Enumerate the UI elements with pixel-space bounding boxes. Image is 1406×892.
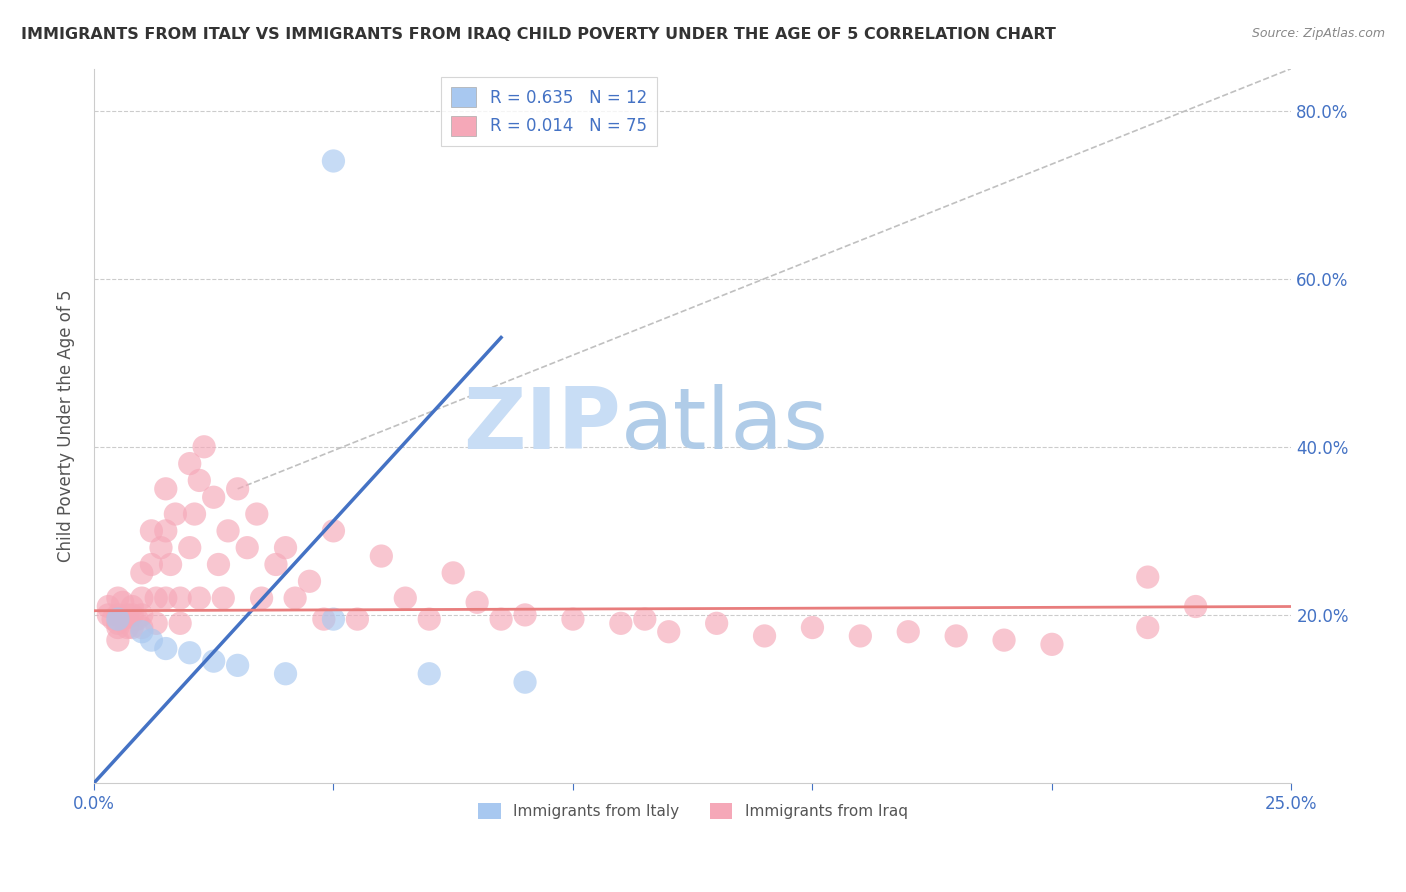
Point [370, 549, 392, 563]
Point [107, 616, 129, 631]
Point [1184, 599, 1206, 614]
Point [658, 624, 681, 639]
Text: IMMIGRANTS FROM ITALY VS IMMIGRANTS FROM IRAQ CHILD POVERTY UNDER THE AGE OF 5 C: IMMIGRANTS FROM ITALY VS IMMIGRANTS FROM… [21, 27, 1056, 42]
Point [111, 595, 134, 609]
Point [188, 591, 211, 606]
Point [346, 612, 368, 626]
Point [179, 457, 201, 471]
Point [945, 629, 967, 643]
Point [97, 599, 120, 614]
Point [513, 607, 536, 622]
Point [141, 633, 163, 648]
Point [117, 607, 139, 622]
Point [246, 507, 269, 521]
Point [897, 624, 920, 639]
Point [141, 524, 163, 538]
Point [322, 612, 344, 626]
Point [993, 633, 1015, 648]
Point [513, 675, 536, 690]
Point [155, 524, 177, 538]
Point [1136, 621, 1159, 635]
Point [1136, 570, 1159, 584]
Point [849, 629, 872, 643]
Point [145, 591, 167, 606]
Point [165, 507, 187, 521]
Point [107, 591, 129, 606]
Point [561, 612, 583, 626]
Point [131, 624, 153, 639]
Point [121, 621, 143, 635]
Point [101, 612, 124, 626]
Point [801, 621, 824, 635]
Point [264, 558, 287, 572]
Point [312, 612, 335, 626]
Point [169, 616, 191, 631]
Point [202, 654, 225, 668]
Point [107, 607, 129, 622]
Point [131, 591, 153, 606]
Point [155, 591, 177, 606]
Point [155, 641, 177, 656]
Point [217, 524, 239, 538]
Point [489, 612, 512, 626]
Point [188, 474, 211, 488]
Point [284, 591, 307, 606]
Point [274, 541, 297, 555]
Point [226, 658, 249, 673]
Point [322, 153, 344, 168]
Point [610, 616, 633, 631]
Point [125, 612, 148, 626]
Point [159, 558, 181, 572]
Point [202, 490, 225, 504]
Point [274, 666, 297, 681]
Point [212, 591, 235, 606]
Point [634, 612, 657, 626]
Point [754, 629, 776, 643]
Text: Source: ZipAtlas.com: Source: ZipAtlas.com [1251, 27, 1385, 40]
Point [207, 558, 229, 572]
Point [179, 646, 201, 660]
Point [155, 482, 177, 496]
Point [193, 440, 215, 454]
Point [131, 621, 153, 635]
Point [1040, 637, 1063, 651]
Y-axis label: Child Poverty Under the Age of 5: Child Poverty Under the Age of 5 [58, 290, 75, 562]
Point [465, 595, 488, 609]
Point [298, 574, 321, 589]
Point [111, 612, 134, 626]
Point [131, 566, 153, 580]
Point [179, 541, 201, 555]
Text: ZIP: ZIP [463, 384, 621, 467]
Point [145, 616, 167, 631]
Point [107, 621, 129, 635]
Point [150, 541, 173, 555]
Point [121, 607, 143, 622]
Point [441, 566, 464, 580]
Point [97, 607, 120, 622]
Legend: Immigrants from Italy, Immigrants from Iraq: Immigrants from Italy, Immigrants from I… [471, 797, 914, 825]
Point [131, 607, 153, 622]
Point [169, 591, 191, 606]
Point [418, 666, 440, 681]
Point [250, 591, 273, 606]
Point [418, 612, 440, 626]
Point [706, 616, 728, 631]
Point [117, 621, 139, 635]
Point [183, 507, 205, 521]
Point [107, 612, 129, 626]
Point [226, 482, 249, 496]
Point [121, 599, 143, 614]
Point [141, 558, 163, 572]
Point [322, 524, 344, 538]
Point [107, 633, 129, 648]
Point [394, 591, 416, 606]
Point [236, 541, 259, 555]
Text: atlas: atlas [621, 384, 830, 467]
